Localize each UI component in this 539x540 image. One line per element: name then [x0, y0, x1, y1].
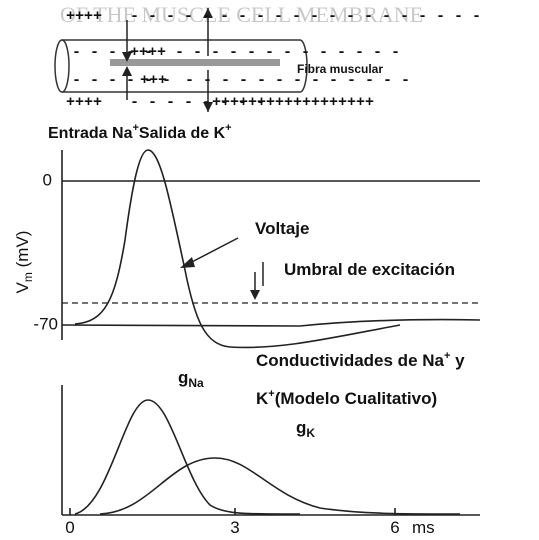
flux-label: Entrada Na+Salida de K+	[48, 122, 232, 142]
text: y	[450, 351, 465, 370]
conductance-title: K+(Modelo Cualitativo)	[256, 388, 437, 408]
sub: Na	[188, 376, 204, 390]
text: Salida de K	[139, 125, 226, 142]
text: V	[13, 281, 32, 293]
charge: ++++	[66, 94, 102, 111]
charge: ++++++++++++++++++	[212, 94, 374, 111]
sub: K	[306, 426, 315, 440]
sup: +	[225, 122, 231, 134]
text: g	[296, 418, 306, 437]
x-tick-label: 0	[65, 518, 74, 537]
x-tick-label: 6	[390, 518, 399, 537]
charge: +++	[140, 72, 167, 89]
text: Entrada Na	[48, 125, 133, 142]
fiber-label: Fibra muscular	[297, 62, 383, 76]
y-tick-label: -70	[33, 314, 58, 333]
x-unit: ms	[412, 518, 435, 537]
y-axis-label: Vm (mV)	[13, 231, 35, 294]
text: g	[178, 368, 188, 387]
text: Conductividades de Na	[256, 351, 445, 370]
voltage-plot: 0 -70 Vm (mV) Voltaje Umbral de excitaci…	[13, 150, 480, 347]
sub: m	[21, 272, 35, 282]
charge: ++++	[130, 44, 166, 61]
gna-label: gNa	[178, 368, 204, 390]
x-tick-label: 3	[230, 518, 239, 537]
y-tick-label: 0	[43, 170, 52, 189]
charge: ++++	[66, 8, 102, 25]
charge: - - - - - - - - - - - - -	[175, 44, 400, 61]
text: (mV)	[13, 231, 32, 273]
charge: - - - - - - - - - - - - - - - - - - - -	[130, 8, 481, 25]
conductance-title: Conductividades de Na+ y	[256, 350, 465, 370]
voltage-label: Voltaje	[255, 219, 309, 238]
gk-label: gK	[296, 418, 315, 440]
text: K	[256, 389, 269, 408]
conductance-plot: Conductividades de Na+ y K+(Modelo Cuali…	[62, 350, 480, 537]
text: (Modelo Cualitativo)	[275, 389, 437, 408]
threshold-label: Umbral de excitación	[284, 260, 455, 279]
figure: OF THE MUSCLE CELL MEMBRANE ++++ - - - -…	[0, 0, 539, 540]
